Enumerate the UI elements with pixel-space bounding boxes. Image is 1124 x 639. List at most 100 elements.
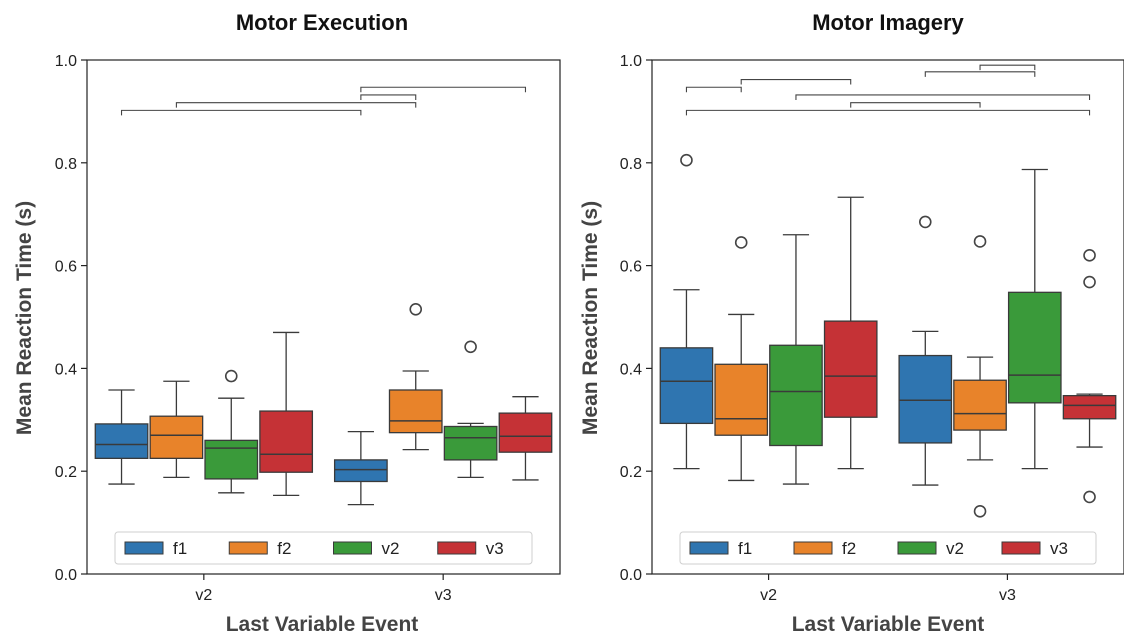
box-iqr [953, 379, 1007, 431]
legend-swatch-f2 [793, 541, 833, 555]
plot-area: 0.0 0.2 0.4 0.6 0.8 1.0 v2 v3 f1 f2 v2 v3 [55, 53, 561, 604]
box-iqr [333, 459, 388, 483]
legend-label-f2: f2 [842, 539, 856, 558]
box-iqr [388, 389, 443, 434]
y-tick-label: 1.0 [55, 53, 77, 70]
x-tick-label: v2 [760, 587, 777, 604]
outlier-point [224, 369, 238, 383]
box-iqr [898, 354, 953, 444]
x-tick-label: v3 [999, 587, 1016, 604]
box-iqr [714, 363, 769, 436]
y-tick-label: 0.6 [55, 259, 77, 276]
significance-bracket [850, 102, 981, 108]
legend-label-f2: f2 [277, 539, 291, 558]
legend: f1 f2 v2 v3 [679, 531, 1097, 565]
legend: f1 f2 v2 v3 [114, 531, 533, 565]
legend-label-v3: v3 [1050, 539, 1068, 558]
legend-frame [679, 531, 1097, 565]
legend-swatch-v2 [333, 541, 372, 555]
x-tick-label: v3 [435, 587, 452, 604]
box-iqr [259, 410, 314, 473]
significance-bracket [795, 94, 1091, 100]
box-f2-v3 [388, 302, 443, 451]
box-iqr [659, 347, 714, 425]
y-tick-label: 0.6 [620, 259, 642, 276]
x-tick-label: v2 [195, 587, 212, 604]
outlier-point [918, 215, 932, 229]
box-f2-v3 [953, 235, 1007, 518]
outlier-point [973, 235, 987, 248]
y-tick-label: 0.4 [55, 361, 77, 378]
significance-bracket [360, 86, 527, 93]
box-v3-v3 [498, 396, 553, 481]
significance-bracket [740, 78, 852, 85]
box-iqr [498, 412, 553, 453]
y-tick-label: 0.4 [620, 361, 642, 378]
significance-bracket [685, 86, 742, 93]
legend-frame [114, 531, 533, 565]
box-iqr [204, 439, 259, 480]
y-axis-label: Mean Reaction Time (s) [13, 201, 36, 435]
box-v3-v2 [823, 196, 878, 470]
axes-frame [651, 59, 1124, 575]
legend-swatch-f1 [124, 541, 164, 555]
box-iqr [149, 415, 204, 459]
significance-bracket [924, 71, 1036, 77]
panel-motor-imagery: Motor Imagery Last Variable Event Mean R… [579, 10, 985, 636]
box-iqr [443, 425, 498, 461]
significance-bracket [120, 109, 362, 116]
legend-swatch-v2 [897, 541, 937, 555]
outlier-point [734, 236, 748, 249]
x-axis-label: Last Variable Event [792, 613, 985, 634]
panel-motor-execution: Motor Execution Last Variable Event Mean… [13, 10, 419, 636]
box-v2-v2 [204, 369, 259, 494]
chart-title: Motor Imagery [812, 10, 964, 35]
box-f1-v3 [333, 430, 388, 506]
box-f1-v2 [94, 389, 149, 485]
legend-swatch-v3 [437, 541, 477, 555]
outlier-point [1083, 490, 1096, 504]
box-v2-v2 [769, 234, 823, 485]
significance-bracket [360, 94, 417, 100]
box-iqr [769, 344, 823, 447]
axes-frame [86, 59, 561, 575]
legend-label-v2: v2 [382, 539, 400, 558]
legend-label-v2: v2 [946, 539, 964, 558]
x-axis-label: Last Variable Event [226, 613, 419, 634]
box-f2-v2 [149, 380, 204, 479]
legend-label-f1: f1 [738, 539, 752, 558]
legend-swatch-f1 [689, 541, 729, 555]
box-f2-v2 [714, 236, 769, 482]
box-v3-v3 [1062, 249, 1117, 504]
box-f1-v2 [659, 153, 714, 470]
box-iqr [1062, 394, 1117, 420]
outlier-point [973, 504, 987, 518]
legend-swatch-f2 [228, 541, 268, 555]
outlier-point [680, 153, 693, 167]
box-iqr [94, 423, 149, 459]
y-tick-label: 1.0 [620, 53, 642, 70]
y-tick-label: 0.2 [55, 464, 77, 481]
outlier-point [1083, 249, 1096, 262]
y-tick-label: 0.2 [620, 464, 642, 481]
chart-title: Motor Execution [236, 10, 408, 35]
box-v2-v3 [443, 340, 498, 479]
y-tick-label: 0.0 [620, 567, 642, 584]
significance-bracket [175, 102, 417, 108]
legend-label-f1: f1 [173, 539, 187, 558]
legend-swatch-v3 [1001, 541, 1041, 555]
y-tick-label: 0.0 [55, 567, 77, 584]
legend-label-v3: v3 [486, 539, 504, 558]
significance-bracket [685, 109, 1091, 116]
box-v2-v3 [1007, 168, 1062, 470]
y-axis-label: Mean Reaction Time (s) [579, 201, 602, 435]
box-f1-v3 [898, 215, 953, 486]
y-tick-label: 0.8 [620, 156, 642, 173]
y-tick-label: 0.8 [55, 156, 77, 173]
outlier-point [464, 340, 477, 354]
outlier-point [1083, 275, 1096, 289]
plot-area: 0.0 0.2 0.4 0.6 0.8 1.0 v2 v3 f1 f2 v2 v3 [620, 53, 1124, 604]
box-iqr [1007, 291, 1062, 404]
box-v3-v2 [259, 331, 314, 497]
